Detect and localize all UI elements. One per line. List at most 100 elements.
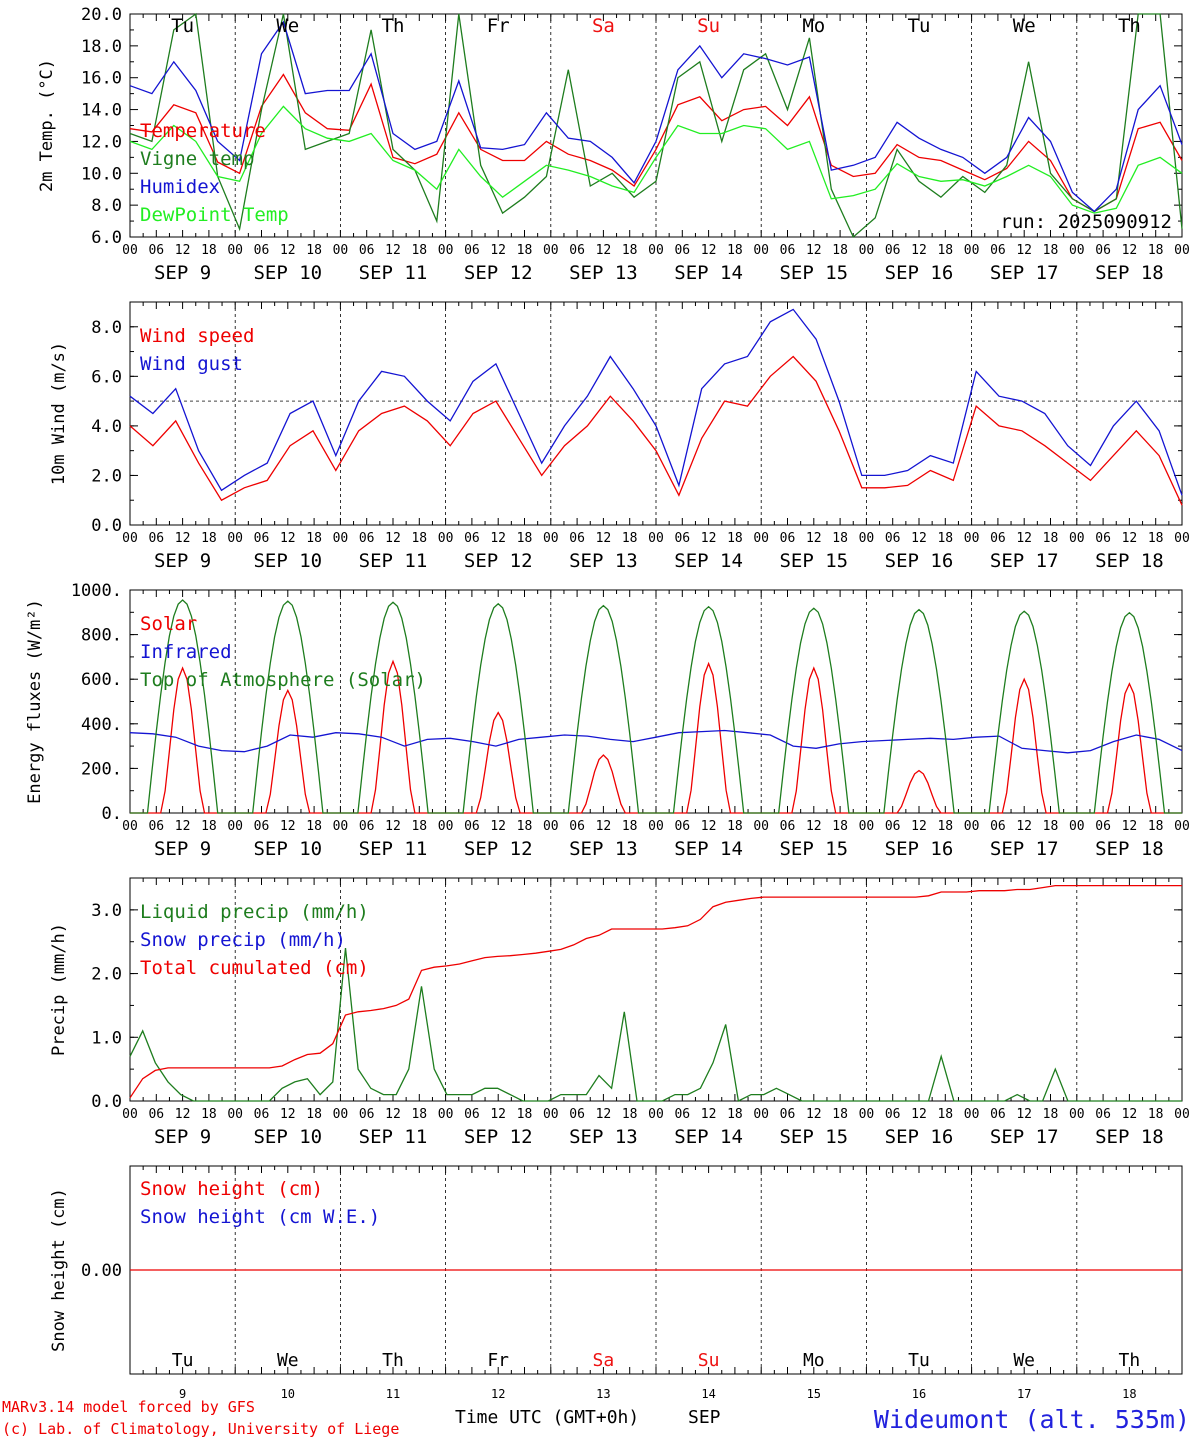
y-tick-label: 4.0 <box>91 417 122 437</box>
y-tick-label: 20.0 <box>81 5 122 25</box>
date-label: SEP 11 <box>359 550 428 572</box>
hour-label: 12 <box>490 819 506 834</box>
hour-label: 00 <box>753 1107 769 1122</box>
date-label: SEP 14 <box>674 1126 743 1148</box>
plot-frame <box>129 589 1183 814</box>
series-line-precip-0 <box>129 948 1182 1102</box>
hour-label: 18 <box>727 531 743 546</box>
y-tick-label: 2.0 <box>91 466 122 486</box>
hour-label: 06 <box>359 243 375 258</box>
hour-label: 00 <box>333 1107 349 1122</box>
model-credit: MARv3.14 model forced by GFS <box>2 1398 255 1416</box>
hour-label: 12 <box>806 243 822 258</box>
hour-label: 12 <box>280 819 296 834</box>
date-label: SEP 12 <box>464 550 533 572</box>
hour-label: 18 <box>306 531 322 546</box>
hour-label: 00 <box>648 243 664 258</box>
panel-temp: 6.0 8.0 10.0 12.0 14.0 16.0 18.0 20.0 2m Temp. (… <box>37 5 1190 284</box>
hour-label: 06 <box>464 819 480 834</box>
date-label: SEP 9 <box>154 838 211 860</box>
legend-entry: Liquid precip (mm/h) <box>140 901 369 923</box>
hour-label: 00 <box>648 819 664 834</box>
day-number: 16 <box>912 1387 926 1401</box>
hour-label: 06 <box>885 1107 901 1122</box>
hour-label: 06 <box>674 531 690 546</box>
hour-label: 06 <box>990 531 1006 546</box>
hour-label: 00 <box>859 531 875 546</box>
day-number: 17 <box>1017 1387 1031 1401</box>
date-label: SEP 15 <box>779 550 848 572</box>
series-line-temp-1 <box>129 12 1183 239</box>
hour-label: 12 <box>701 243 717 258</box>
hour-label: 06 <box>674 1107 690 1122</box>
hour-label: 06 <box>148 243 164 258</box>
date-label: SEP 14 <box>674 550 743 572</box>
hour-label: 00 <box>333 819 349 834</box>
legend-entry: Snow height (cm) <box>140 1178 323 1200</box>
hour-label: 12 <box>596 1107 612 1122</box>
hour-label: 12 <box>385 819 401 834</box>
weekday-label-bottom: We <box>277 1350 299 1371</box>
y-tick-label: 8.0 <box>91 196 122 216</box>
hour-label: 00 <box>1069 1107 1085 1122</box>
y-axis-label: Energy fluxes (W/m²) <box>25 599 45 804</box>
weekday-label: We <box>276 15 299 37</box>
hour-label: 00 <box>227 531 243 546</box>
hour-label: 06 <box>780 243 796 258</box>
date-label: SEP 15 <box>779 262 848 284</box>
hour-label: 18 <box>1043 243 1059 258</box>
hour-label: 00 <box>964 819 980 834</box>
hour-label: 18 <box>622 819 638 834</box>
hour-label: 18 <box>306 819 322 834</box>
y-tick-label: 0.0 <box>91 1092 122 1112</box>
hour-label: 00 <box>1174 243 1190 258</box>
hour-label: 12 <box>911 819 927 834</box>
hour-label: 06 <box>464 531 480 546</box>
series-line-wind-0 <box>129 355 1183 506</box>
hour-label: 18 <box>411 243 427 258</box>
hour-label: 06 <box>569 819 585 834</box>
hour-label: 18 <box>411 531 427 546</box>
legend-entry: Humidex <box>140 176 220 198</box>
hour-label: 18 <box>622 531 638 546</box>
hour-label: 00 <box>753 819 769 834</box>
hour-label: 06 <box>569 531 585 546</box>
day-number: 12 <box>491 1387 505 1401</box>
weekday-label: We <box>1013 15 1036 37</box>
legend-entry: Wind gust <box>140 353 243 375</box>
hour-label: 12 <box>596 531 612 546</box>
y-tick-label: 8.0 <box>91 318 122 338</box>
date-label: SEP 9 <box>154 1126 211 1148</box>
hour-label: 18 <box>517 1107 533 1122</box>
weekday-label: Tu <box>171 15 194 37</box>
hour-label: 06 <box>1095 819 1111 834</box>
hour-label: 06 <box>359 1107 375 1122</box>
hour-label: 18 <box>1148 531 1164 546</box>
hour-label: 06 <box>254 819 270 834</box>
y-axis-label: Precip (mm/h) <box>49 923 69 1056</box>
hour-label: 06 <box>674 243 690 258</box>
hour-label: 06 <box>885 819 901 834</box>
date-label: SEP 12 <box>464 262 533 284</box>
date-label: SEP 9 <box>154 550 211 572</box>
hour-label: 12 <box>280 1107 296 1122</box>
hour-label: 18 <box>1043 819 1059 834</box>
hour-label: 00 <box>543 531 559 546</box>
y-tick-label: 1000. <box>71 581 122 601</box>
hour-label: 00 <box>122 243 138 258</box>
series-line-precip-2 <box>129 884 1182 1099</box>
hour-label: 06 <box>254 1107 270 1122</box>
date-label: SEP 18 <box>1095 1126 1164 1148</box>
hour-label: 00 <box>1069 243 1085 258</box>
day-number: 18 <box>1122 1387 1136 1401</box>
legend-entry: Temperature <box>140 120 266 142</box>
hour-label: 12 <box>1016 243 1032 258</box>
hour-label: 12 <box>490 531 506 546</box>
hour-label: 00 <box>122 1107 138 1122</box>
legend-entry: Total cumulated (cm) <box>140 957 369 979</box>
hour-label: 00 <box>227 1107 243 1122</box>
hour-label: 00 <box>859 243 875 258</box>
hour-label: 12 <box>175 819 191 834</box>
date-label: SEP 16 <box>885 550 954 572</box>
hour-label: 06 <box>359 819 375 834</box>
